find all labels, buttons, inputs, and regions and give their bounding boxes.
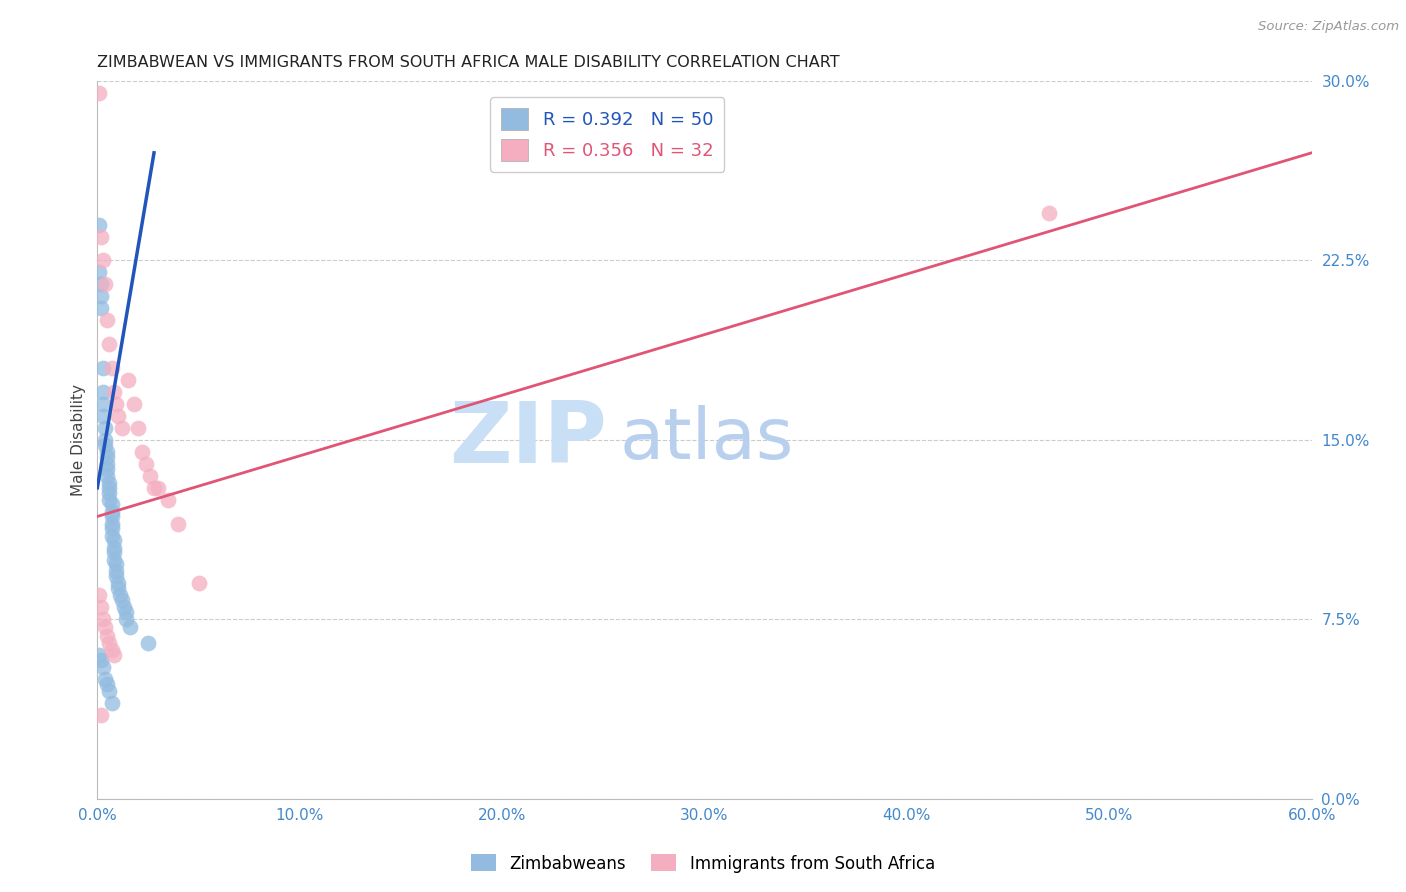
Point bbox=[107, 576, 129, 591]
Point bbox=[96, 313, 118, 327]
Point bbox=[90, 229, 112, 244]
Point bbox=[89, 588, 111, 602]
Point bbox=[96, 468, 118, 483]
Point bbox=[98, 636, 121, 650]
Point bbox=[89, 265, 111, 279]
Point bbox=[98, 492, 121, 507]
Point bbox=[100, 643, 122, 657]
Point bbox=[98, 475, 121, 490]
Point bbox=[100, 521, 122, 535]
Point bbox=[104, 569, 127, 583]
Point bbox=[98, 337, 121, 351]
Point bbox=[93, 385, 115, 400]
Point bbox=[111, 421, 134, 435]
Point bbox=[100, 505, 122, 519]
Point bbox=[90, 289, 112, 303]
Point bbox=[103, 545, 125, 559]
Text: atlas: atlas bbox=[620, 405, 794, 475]
Point bbox=[1038, 205, 1060, 219]
Point bbox=[122, 397, 145, 411]
Point bbox=[96, 677, 118, 691]
Y-axis label: Male Disability: Male Disability bbox=[72, 384, 86, 496]
Point bbox=[103, 648, 125, 663]
Point bbox=[94, 421, 117, 435]
Point bbox=[90, 600, 112, 615]
Point bbox=[103, 552, 125, 566]
Point bbox=[112, 600, 135, 615]
Point bbox=[93, 660, 115, 674]
Point bbox=[107, 409, 129, 423]
Point bbox=[131, 445, 153, 459]
Point bbox=[94, 438, 117, 452]
Point bbox=[100, 361, 122, 376]
Point bbox=[90, 708, 112, 723]
Point bbox=[93, 253, 115, 268]
Point bbox=[94, 619, 117, 633]
Point bbox=[187, 576, 209, 591]
Point bbox=[98, 485, 121, 500]
Point bbox=[100, 696, 122, 710]
Point bbox=[93, 612, 115, 626]
Point bbox=[136, 636, 159, 650]
Legend: R = 0.392   N = 50, R = 0.356   N = 32: R = 0.392 N = 50, R = 0.356 N = 32 bbox=[491, 97, 724, 172]
Text: ZIP: ZIP bbox=[450, 399, 607, 482]
Point bbox=[100, 516, 122, 531]
Point bbox=[167, 516, 190, 531]
Point bbox=[93, 409, 115, 423]
Point bbox=[96, 445, 118, 459]
Text: ZIMBABWEAN VS IMMIGRANTS FROM SOUTH AFRICA MALE DISABILITY CORRELATION CHART: ZIMBABWEAN VS IMMIGRANTS FROM SOUTH AFRI… bbox=[97, 55, 839, 70]
Point bbox=[157, 492, 180, 507]
Text: Source: ZipAtlas.com: Source: ZipAtlas.com bbox=[1258, 20, 1399, 33]
Point bbox=[114, 612, 136, 626]
Point bbox=[89, 218, 111, 232]
Point bbox=[114, 605, 136, 619]
Point bbox=[90, 653, 112, 667]
Point bbox=[104, 565, 127, 579]
Point bbox=[96, 629, 118, 643]
Point bbox=[107, 581, 129, 595]
Point bbox=[96, 457, 118, 471]
Point bbox=[118, 619, 141, 633]
Point bbox=[127, 421, 149, 435]
Point bbox=[103, 385, 125, 400]
Point bbox=[103, 541, 125, 555]
Point bbox=[117, 373, 139, 387]
Point bbox=[135, 457, 157, 471]
Point bbox=[98, 684, 121, 698]
Point bbox=[146, 481, 169, 495]
Point bbox=[98, 481, 121, 495]
Point bbox=[89, 86, 111, 100]
Point bbox=[104, 397, 127, 411]
Point bbox=[104, 558, 127, 572]
Point bbox=[93, 397, 115, 411]
Point bbox=[94, 433, 117, 447]
Point bbox=[143, 481, 166, 495]
Point bbox=[90, 301, 112, 316]
Point bbox=[93, 361, 115, 376]
Point bbox=[100, 528, 122, 542]
Point bbox=[89, 648, 111, 663]
Point bbox=[111, 593, 134, 607]
Point bbox=[94, 672, 117, 686]
Legend: Zimbabweans, Immigrants from South Africa: Zimbabweans, Immigrants from South Afric… bbox=[464, 847, 942, 880]
Point bbox=[100, 509, 122, 524]
Point bbox=[100, 498, 122, 512]
Point bbox=[94, 277, 117, 292]
Point bbox=[90, 277, 112, 292]
Point bbox=[96, 450, 118, 464]
Point bbox=[103, 533, 125, 548]
Point bbox=[108, 588, 131, 602]
Point bbox=[139, 468, 162, 483]
Point bbox=[96, 461, 118, 475]
